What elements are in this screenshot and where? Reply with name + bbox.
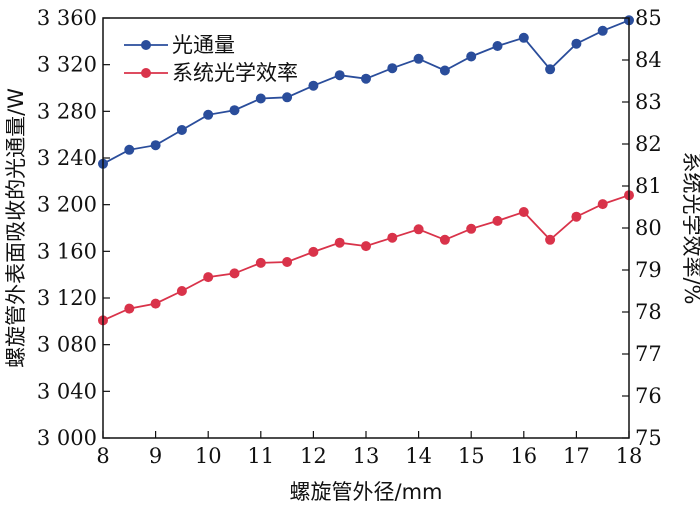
legend-label-flux: 光通量 (172, 33, 235, 57)
data-point-0 (413, 53, 424, 64)
data-point-0 (492, 41, 503, 51)
right-tick-label: 79 (635, 258, 662, 282)
x-tick-label: 15 (458, 444, 485, 468)
data-point-1 (545, 234, 556, 245)
x-axis-ticks: 8 9 10 11 12 13 14 15 16 17 18 (96, 431, 642, 468)
right-tick-label: 81 (635, 174, 662, 198)
data-point-1 (229, 268, 240, 279)
data-point-1 (334, 237, 345, 248)
x-tick-label: 11 (247, 444, 274, 468)
data-point-0 (518, 32, 529, 43)
right-axis-ticks: 75 76 77 78 79 80 81 82 83 84 85 (622, 6, 662, 450)
data-point-0 (571, 38, 582, 49)
x-tick-label: 10 (195, 444, 222, 468)
x-tick-label: 18 (616, 444, 643, 468)
data-point-0 (229, 105, 240, 116)
left-tick-label: 3 000 (37, 426, 97, 450)
left-tick-label: 3 280 (37, 99, 97, 123)
right-tick-label: 78 (635, 300, 662, 324)
data-point-0 (176, 125, 187, 135)
data-point-1 (518, 207, 529, 217)
left-axis-ticks: 3 000 3 040 3 080 3 120 3 160 3 200 3 240 3 280… (37, 6, 110, 450)
x-tick-label: 8 (96, 444, 109, 468)
left-tick-label: 3 320 (37, 53, 97, 77)
data-point-1 (597, 199, 608, 210)
data-point-0 (545, 64, 556, 75)
data-point-1 (361, 241, 371, 252)
data-point-0 (334, 70, 345, 81)
data-point-1 (176, 286, 187, 296)
right-tick-label: 77 (635, 342, 662, 366)
right-tick-label: 84 (635, 48, 662, 72)
data-point-1 (466, 223, 477, 234)
data-point-1 (255, 257, 266, 268)
right-axis-title: 系统光学效率/% (680, 151, 700, 304)
data-point-1 (124, 303, 135, 314)
left-tick-label: 3 200 (37, 193, 97, 217)
right-tick-label: 85 (635, 6, 662, 30)
data-point-1 (571, 211, 582, 222)
series-points (98, 15, 634, 326)
data-point-0 (255, 93, 266, 104)
data-point-0 (597, 25, 608, 36)
left-tick-label: 3 120 (37, 286, 97, 310)
left-axis-title: 螺旋管外表面吸收的光通量/W (4, 88, 28, 368)
plot-frame (102, 17, 630, 439)
series-line-1 (102, 194, 630, 322)
right-tick-label: 83 (635, 90, 662, 114)
data-point-0 (124, 144, 135, 155)
legend-marker-flux (141, 40, 151, 50)
left-tick-label: 3 040 (37, 379, 97, 403)
data-point-0 (439, 65, 450, 76)
right-tick-label: 82 (635, 132, 662, 156)
data-point-0 (466, 51, 477, 62)
data-point-0 (387, 63, 398, 74)
data-point-1 (439, 234, 450, 245)
data-point-0 (361, 73, 371, 84)
left-tick-label: 3 240 (37, 146, 97, 170)
data-point-1 (203, 272, 214, 283)
data-point-0 (203, 109, 214, 120)
data-point-1 (308, 246, 319, 257)
data-point-1 (387, 232, 398, 243)
left-tick-label: 3 360 (37, 6, 97, 30)
data-point-1 (150, 298, 161, 309)
x-tick-label: 16 (510, 444, 537, 468)
right-tick-label: 76 (635, 384, 662, 408)
x-tick-label: 9 (149, 444, 162, 468)
data-point-0 (308, 80, 319, 91)
data-point-0 (282, 92, 293, 103)
x-tick-label: 17 (563, 444, 590, 468)
data-point-1 (492, 215, 503, 226)
data-point-1 (413, 224, 424, 235)
legend: 光通量 系统光学效率 (124, 33, 298, 85)
legend-label-efficiency: 系统光学效率 (172, 61, 298, 85)
right-tick-label: 80 (635, 216, 662, 240)
data-point-1 (282, 257, 293, 267)
x-tick-label: 12 (300, 444, 327, 468)
x-axis-title: 螺旋管外径/mm (290, 480, 443, 504)
left-tick-label: 3 080 (37, 333, 97, 357)
x-tick-label: 14 (405, 444, 432, 468)
right-tick-label: 75 (635, 426, 662, 450)
left-tick-label: 3 160 (37, 239, 97, 263)
data-point-0 (150, 140, 161, 151)
legend-marker-efficiency (141, 68, 151, 78)
x-tick-label: 13 (353, 444, 380, 468)
